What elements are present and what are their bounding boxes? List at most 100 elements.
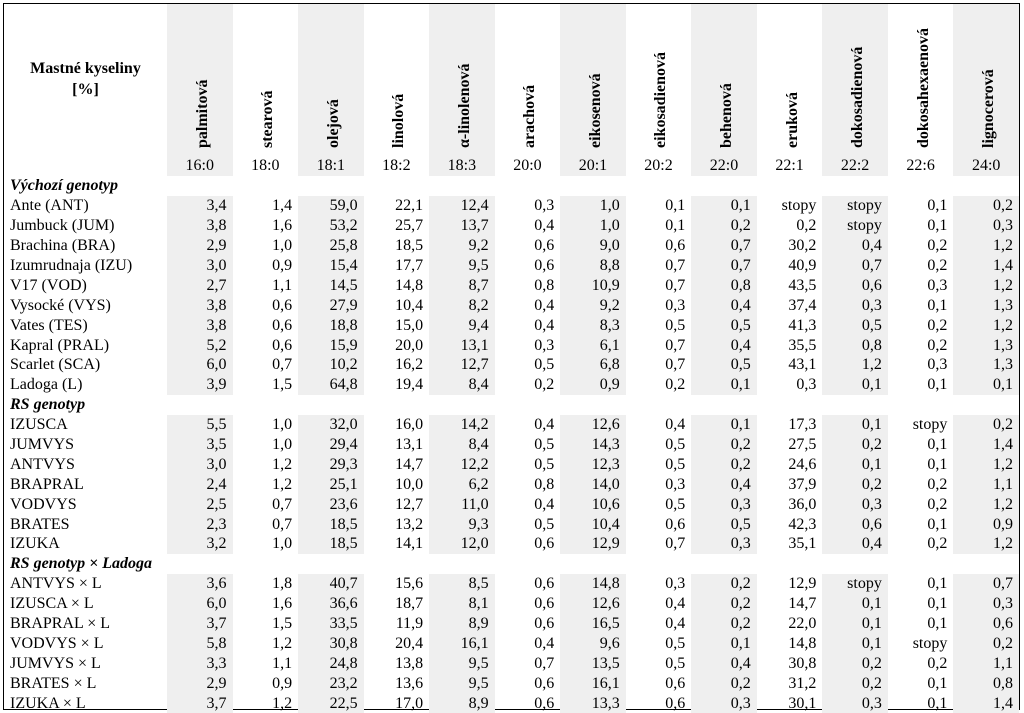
genotype-name: Ante (ANT) xyxy=(10,197,89,215)
value-cell: 13,6 xyxy=(395,674,424,692)
value-cell: 0,5 xyxy=(691,355,757,375)
value-cell: 0,5 xyxy=(665,316,686,334)
value-cell: 0,6 xyxy=(534,257,555,274)
value-cell: 0,1 xyxy=(927,575,948,593)
value-cell: 13,7 xyxy=(429,215,495,236)
value-cell: 36,0 xyxy=(788,495,817,513)
value-cell: 1,2 xyxy=(953,494,1019,515)
value-cell: 14,3 xyxy=(560,434,626,455)
value-cell: 0,6 xyxy=(534,694,555,712)
table-row: BRAPRAL 2,4 1,2 25,1 10,0 6,2 0,8 14,0 0,3 0,4 37,… xyxy=(4,474,1019,495)
column-code: 18:1 xyxy=(298,154,364,176)
value-cell: 0,1 xyxy=(927,674,948,692)
value-cell: 43,5 xyxy=(788,276,817,294)
value-cell: 1,0 xyxy=(272,237,293,255)
column-header-7: eikosenová xyxy=(560,4,626,154)
table-row: IZUKA 3,2 1,0 18,5 14,1 12,0 0,6 12,9 0,7 0,3 35,1… xyxy=(4,534,1019,554)
value-cell: 14,7 xyxy=(395,455,424,473)
value-cell: 0,5 xyxy=(665,634,686,652)
value-cell: 0,2 xyxy=(927,336,948,354)
value-cell: 2,9 xyxy=(167,673,233,694)
value-cell: 8,9 xyxy=(429,613,495,634)
value-cell: 13,8 xyxy=(395,654,424,672)
value-cell: 0,2 xyxy=(927,495,948,513)
value-cell: 0,4 xyxy=(665,615,686,633)
value-cell: 0,7 xyxy=(534,654,555,672)
column-name: eikosadienová xyxy=(652,51,670,148)
genotype-name: Kapral (PRAL) xyxy=(10,336,110,354)
value-cell: 1,6 xyxy=(272,217,293,235)
value-cell: stopy xyxy=(822,215,888,236)
value-cell: 0,2 xyxy=(927,475,948,493)
value-cell: 0,6 xyxy=(272,336,293,354)
column-name: eikosenová xyxy=(586,73,604,148)
value-cell: 0,2 xyxy=(953,195,1019,216)
genotype-name: IZUSCA × L xyxy=(10,595,94,613)
table-row: Izumrudnaja (IZU) 3,0 0,9 15,4 17,7 9,5 0,6 8,8… xyxy=(4,255,1019,276)
group-header-row: Výchozí genotyp xyxy=(4,176,1019,196)
value-cell: 0,7 xyxy=(953,573,1019,594)
genotype-name: VODVYS × L xyxy=(10,634,104,652)
value-cell: 1,4 xyxy=(953,255,1019,276)
value-cell: 1,2 xyxy=(272,694,293,712)
value-cell: 16,1 xyxy=(429,633,495,654)
value-cell: 0,8 xyxy=(822,335,888,356)
genotype-name: BRATES × L xyxy=(10,674,97,692)
value-cell: 2,7 xyxy=(167,275,233,296)
value-cell: 0,3 xyxy=(534,197,555,215)
column-header-11: dokosadienová xyxy=(822,4,888,154)
value-cell: 3,7 xyxy=(167,693,233,713)
value-cell: 37,9 xyxy=(788,475,817,493)
value-cell: 6,8 xyxy=(560,355,626,375)
value-cell: 20,4 xyxy=(395,634,424,652)
value-cell: 0,7 xyxy=(665,356,686,374)
value-cell: 0,2 xyxy=(822,434,888,455)
value-cell: 0,6 xyxy=(534,615,555,633)
value-cell: 0,3 xyxy=(822,494,888,515)
value-cell: 0,1 xyxy=(927,694,948,712)
value-cell: 0,2 xyxy=(927,654,948,672)
column-name: eruková xyxy=(783,92,801,148)
value-cell: 33,5 xyxy=(298,613,364,634)
header-row-names: Mastné kyseliny [%] palmitová stearová ole… xyxy=(4,4,1019,154)
value-cell: 0,8 xyxy=(534,475,555,493)
value-cell: 0,5 xyxy=(665,455,686,473)
value-cell: 1,5 xyxy=(272,376,293,394)
value-cell: 0,6 xyxy=(822,514,888,535)
value-cell: 10,9 xyxy=(560,275,626,296)
value-cell: 0,1 xyxy=(927,436,948,454)
value-cell: 24,8 xyxy=(298,653,364,674)
value-cell: stopy xyxy=(781,197,817,215)
value-cell: 0,2 xyxy=(822,673,888,694)
table-row: IZUKA × L 3,7 1,2 22,5 17,0 8,9 0,6 13,3 0,6 0,3 3… xyxy=(4,693,1019,713)
value-cell: 6,0 xyxy=(167,355,233,375)
value-cell: 9,5 xyxy=(429,673,495,694)
value-cell: 14,5 xyxy=(298,275,364,296)
group-title: Výchozí genotyp xyxy=(10,177,118,195)
value-cell: 0,1 xyxy=(927,615,948,633)
table-row: VODVYS 2,5 0,7 23,6 12,7 11,0 0,4 10,6 0,5 0,3 36,… xyxy=(4,494,1019,515)
value-cell: 0,1 xyxy=(927,217,948,235)
column-code: 20:0 xyxy=(513,156,542,174)
value-cell: 27,5 xyxy=(788,436,817,454)
column-header-9: behenová xyxy=(691,4,757,154)
value-cell: 0,2 xyxy=(927,257,948,274)
value-cell: 0,5 xyxy=(665,495,686,513)
value-cell: 0,7 xyxy=(691,255,757,276)
value-cell: 0,6 xyxy=(272,296,293,314)
value-cell: 19,4 xyxy=(395,376,424,394)
fatty-acid-table-sheet: Mastné kyseliny [%] palmitová stearová ole… xyxy=(3,3,1020,713)
value-cell: 8,4 xyxy=(429,374,495,395)
genotype-name: VODVYS xyxy=(10,495,77,513)
value-cell: 42,3 xyxy=(788,515,817,533)
value-cell: 8,7 xyxy=(429,275,495,296)
genotype-name: Jumbuck (JUM) xyxy=(10,217,115,235)
value-cell: 0,2 xyxy=(822,653,888,674)
column-code: 22:6 xyxy=(906,156,935,174)
value-cell: 0,8 xyxy=(534,276,555,294)
value-cell: 0,4 xyxy=(691,653,757,674)
value-cell: 53,2 xyxy=(298,215,364,236)
genotype-name: IZUKA × L xyxy=(10,694,86,712)
value-cell: 1,0 xyxy=(560,215,626,236)
value-cell: 30,1 xyxy=(788,694,817,712)
